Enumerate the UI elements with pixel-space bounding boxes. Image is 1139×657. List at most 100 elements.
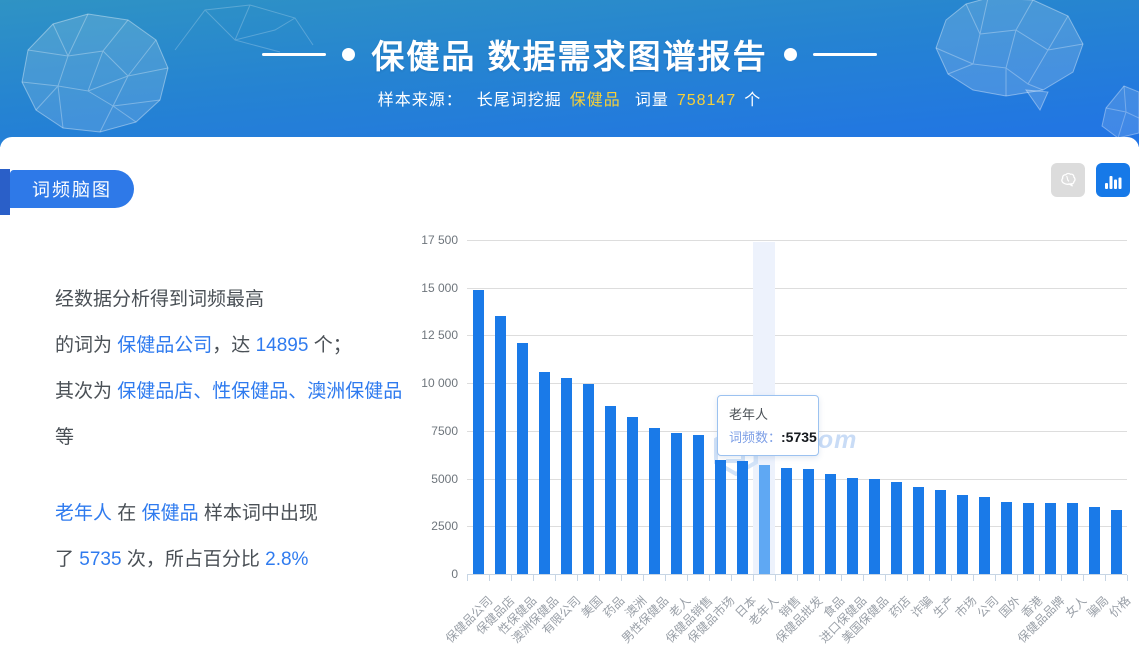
- chart-bar-骗局[interactable]: [1088, 507, 1100, 574]
- chart-bar-女人[interactable]: [1066, 503, 1078, 574]
- chart-bar-保健品品牌[interactable]: [1044, 503, 1056, 574]
- y-axis-tick-label: 17 500: [421, 233, 458, 247]
- top-word-link[interactable]: 保健品公司: [117, 335, 213, 356]
- highlight-word-count: 5735: [79, 549, 122, 570]
- x-axis-tick: [1061, 575, 1062, 581]
- x-axis-tick: [753, 575, 754, 581]
- tooltip-value: :5735: [781, 429, 817, 445]
- x-axis-tick: [819, 575, 820, 581]
- word-volume-unit: 个: [744, 92, 762, 109]
- sample-keyword[interactable]: 保健品: [569, 92, 621, 109]
- title-decoration-line-right: [812, 52, 877, 56]
- chart-bar-市场[interactable]: [956, 495, 968, 574]
- chart-bar-有限公司[interactable]: [560, 378, 572, 574]
- x-axis-tick: [687, 575, 688, 581]
- chart-bar-性保健品[interactable]: [516, 343, 528, 574]
- title-decoration-line-left: [262, 52, 327, 56]
- x-axis-tick: [863, 575, 864, 581]
- summary-text: 的词为: [55, 335, 118, 356]
- chart-tooltip: 老年人 词频数：:5735: [717, 395, 819, 456]
- report-header: 保健品 数据需求图谱报告 样本来源： 长尾词挖掘 保健品 词量 758147 个: [0, 0, 1139, 147]
- word-volume-label: 词量: [634, 92, 669, 109]
- x-axis-tick: [1127, 575, 1128, 581]
- chart-bar-澳洲[interactable]: [626, 417, 638, 574]
- runner-up-words-link[interactable]: 保健品店、性保健品、澳洲保健品: [117, 381, 403, 402]
- summary-text: 其次为: [55, 381, 118, 402]
- x-axis-tick: [533, 575, 534, 581]
- highlight-word-link[interactable]: 老年人: [55, 503, 113, 524]
- sample-source-label: 样本来源：: [377, 92, 463, 109]
- x-axis-tick: [1039, 575, 1040, 581]
- x-axis-tick: [621, 575, 622, 581]
- chart-bar-日本[interactable]: [736, 461, 748, 574]
- x-axis-tick: [643, 575, 644, 581]
- x-axis-tick: [511, 575, 512, 581]
- gridline: [467, 240, 1127, 241]
- summary-paragraph-2: 老年人 在 保健品 样本词中出现 了 5735 次，所占百分比 2.8%: [55, 491, 415, 583]
- chart-bar-保健品批发[interactable]: [802, 469, 814, 574]
- x-axis-category-label: 价格: [1106, 593, 1134, 621]
- bar-chart-icon: [1105, 176, 1122, 189]
- gridline: [467, 288, 1127, 289]
- chart-bar-诈骗[interactable]: [912, 487, 924, 574]
- x-axis-tick: [1083, 575, 1084, 581]
- y-axis-tick-label: 7500: [431, 424, 458, 438]
- x-axis-tick: [951, 575, 952, 581]
- sample-source-link[interactable]: 长尾词挖掘: [476, 92, 562, 109]
- chart-bar-老人[interactable]: [670, 433, 682, 574]
- gridline: [467, 479, 1127, 480]
- y-axis-tick-label: 15 000: [421, 281, 458, 295]
- highlight-word-percent: 2.8%: [265, 549, 309, 570]
- chart-bar-公司[interactable]: [978, 497, 990, 574]
- chart-bar-药店[interactable]: [890, 482, 902, 574]
- chart-bar-澳洲保健品[interactable]: [538, 372, 550, 574]
- x-axis-tick: [555, 575, 556, 581]
- x-axis-tick: [577, 575, 578, 581]
- chart-plot-area: 0 2500 5000 7500 10 000 12 500 15 000 17 500 保健品…: [421, 233, 1133, 646]
- chart-bar-食品[interactable]: [824, 474, 836, 574]
- summary-text: 样本词中出现: [198, 503, 318, 524]
- summary-text: 了: [55, 549, 80, 570]
- summary-text: 经数据分析得到词频最高: [55, 289, 265, 310]
- gridline: [467, 526, 1127, 527]
- tooltip-metric-label: 词频数：: [729, 430, 782, 445]
- chart-bar-保健品店[interactable]: [494, 316, 506, 574]
- page-title: 保健品 数据需求图谱报告: [371, 38, 768, 75]
- gridline: [467, 335, 1127, 336]
- x-axis-line: [467, 574, 1127, 575]
- x-axis-tick: [885, 575, 886, 581]
- chart-bar-进口保健品[interactable]: [846, 478, 858, 574]
- tab-word-frequency-map[interactable]: 词频脑图: [10, 170, 134, 208]
- chart-bar-美国[interactable]: [582, 384, 594, 574]
- tooltip-category: 老年人: [729, 407, 769, 422]
- chart-bar-美国保健品[interactable]: [868, 479, 880, 574]
- x-axis-tick: [775, 575, 776, 581]
- chart-bar-价格[interactable]: [1110, 510, 1122, 574]
- chart-bar-生产[interactable]: [934, 490, 946, 574]
- chart-bar-销售[interactable]: [780, 468, 792, 574]
- brain-icon: [1060, 172, 1076, 187]
- chart-bar-老年人[interactable]: [758, 465, 770, 574]
- x-axis-tick: [929, 575, 930, 581]
- chart-bar-保健品销售[interactable]: [692, 435, 704, 574]
- barchart-view-button[interactable]: [1096, 163, 1130, 197]
- chart-bar-药品[interactable]: [604, 406, 616, 574]
- x-axis-tick: [709, 575, 710, 581]
- summary-text: 次，所占百分比: [121, 549, 266, 570]
- word-frequency-bar-chart: 0 2500 5000 7500 10 000 12 500 15 000 17 500 保健品…: [400, 228, 1139, 653]
- chart-bar-国外[interactable]: [1000, 502, 1012, 574]
- x-axis-tick: [731, 575, 732, 581]
- gridline: [467, 383, 1127, 384]
- chart-bar-香港[interactable]: [1022, 503, 1034, 574]
- keyword-link[interactable]: 保健品: [141, 503, 199, 524]
- summary-text: 等: [55, 427, 75, 448]
- x-axis-tick: [1017, 575, 1018, 581]
- chart-bar-保健品公司[interactable]: [472, 290, 484, 574]
- x-axis-tick: [599, 575, 600, 581]
- mindmap-view-button[interactable]: [1051, 163, 1085, 197]
- chart-bar-保健品市场[interactable]: [714, 460, 726, 574]
- y-axis-tick-label: 5000: [431, 472, 458, 486]
- summary-text: 个；: [308, 335, 352, 356]
- x-axis-tick: [797, 575, 798, 581]
- chart-bar-男性保健品[interactable]: [648, 428, 660, 574]
